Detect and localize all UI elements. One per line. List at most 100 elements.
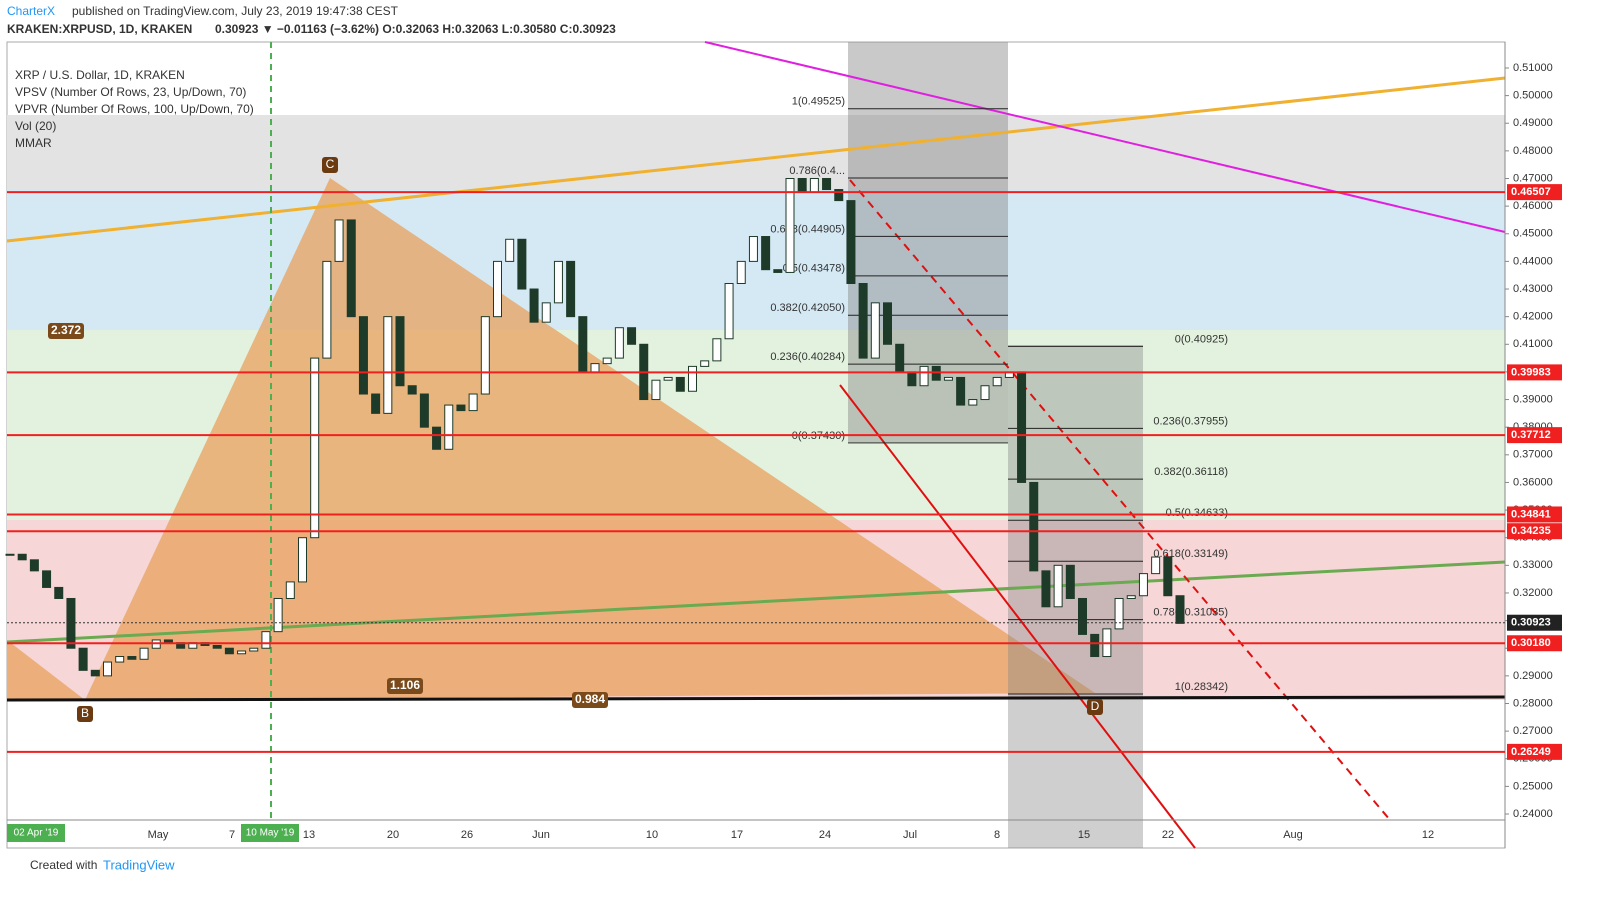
x-tick-label: Jul <box>903 829 917 841</box>
candle <box>493 260 502 318</box>
candle <box>5 553 15 556</box>
candle <box>590 363 600 373</box>
range-label: 02 Apr '19 <box>14 828 59 839</box>
candle <box>1017 371 1027 483</box>
candle <box>1126 595 1136 599</box>
legend-item: VPSV (Number Of Rows, 23, Up/Down, 70) <box>15 85 246 99</box>
candle <box>992 376 1002 387</box>
candle <box>1090 633 1100 658</box>
pattern-point-bg <box>77 706 93 722</box>
candle <box>432 426 442 450</box>
x-tick-label: Jun <box>532 829 550 841</box>
price-label-bg <box>1507 364 1562 381</box>
candle <box>127 656 137 660</box>
candle <box>834 189 844 202</box>
pattern-point: D <box>1091 699 1100 713</box>
pattern-point-bg <box>322 157 338 173</box>
candle <box>383 316 393 414</box>
fib-label: 0.382(0.36118) <box>1154 466 1228 478</box>
candle <box>1175 595 1185 624</box>
candle <box>468 393 478 412</box>
support-line <box>6 695 1506 702</box>
candle <box>1151 556 1161 575</box>
y-tick-label: 0.25000 <box>1513 780 1553 792</box>
candle <box>614 327 624 359</box>
symbol: KRAKEN:XRPUSD, 1D, KRAKEN <box>7 22 192 36</box>
candle <box>700 360 710 367</box>
candle <box>371 393 381 414</box>
candle <box>115 656 125 663</box>
candle <box>1138 573 1148 597</box>
candle <box>1053 564 1063 608</box>
candle <box>846 200 856 284</box>
candle <box>553 260 563 304</box>
x-tick-label: 7 <box>229 829 235 841</box>
candle <box>419 393 429 428</box>
candle <box>651 379 661 401</box>
label: 0.984 <box>575 692 605 706</box>
price-label: 0.46507 <box>1511 186 1551 198</box>
candle <box>761 236 771 271</box>
price-label-bg <box>1507 743 1562 760</box>
y-tick-label: 0.33000 <box>1513 559 1553 571</box>
y-tick-label: 0.37000 <box>1513 449 1553 461</box>
candle <box>66 597 76 649</box>
candle <box>822 177 832 191</box>
x-tick-label: May <box>148 829 169 841</box>
candle <box>1065 564 1075 599</box>
candle <box>1041 570 1051 608</box>
price-label: 0.34841 <box>1511 508 1551 520</box>
footer-brand: TradingView <box>103 857 175 872</box>
price-label: 0.30180 <box>1511 637 1551 649</box>
candle <box>103 661 112 677</box>
fib-label: 0.5(0.34633) <box>1166 507 1228 519</box>
candle <box>505 238 515 262</box>
label-bg <box>387 678 423 694</box>
candle <box>310 357 320 539</box>
candle <box>809 177 819 193</box>
pattern-point-bg <box>1087 699 1103 715</box>
price-label-bg <box>1507 506 1562 523</box>
y-tick-label: 0.41000 <box>1513 338 1553 350</box>
price-label-bg <box>1507 635 1562 652</box>
x-tick-label: 13 <box>303 829 315 841</box>
y-tick-label: 0.42000 <box>1513 311 1553 323</box>
price-label: 0.26249 <box>1511 746 1551 758</box>
x-tick-label: 10 <box>646 829 658 841</box>
y-tick-label: 0.48000 <box>1513 145 1553 157</box>
candle <box>919 365 929 387</box>
candle <box>858 282 868 359</box>
x-tick-label: 24 <box>819 829 831 841</box>
candle <box>956 376 966 406</box>
y-tick-label: 0.46000 <box>1513 200 1553 212</box>
legend-item: VPVR (Number Of Rows, 100, Up/Down, 70) <box>15 102 254 116</box>
candle <box>139 647 149 660</box>
candle <box>358 316 368 395</box>
candle <box>444 404 454 450</box>
zone <box>7 115 1505 190</box>
candle <box>346 219 356 318</box>
label-bg <box>48 323 84 339</box>
price-label: 0.37712 <box>1511 429 1551 441</box>
candle <box>541 302 551 323</box>
candle <box>273 597 283 633</box>
candle <box>748 236 758 262</box>
range-label-bg <box>241 824 299 842</box>
price-label-bg <box>1507 184 1562 201</box>
candle <box>663 376 673 381</box>
fib-label: 0(0.40925) <box>1175 333 1228 345</box>
candle <box>54 586 64 599</box>
candle <box>480 316 490 395</box>
candle <box>907 371 917 387</box>
x-tick-label: 26 <box>461 829 473 841</box>
y-tick-label: 0.28000 <box>1513 697 1553 709</box>
y-tick-label: 0.29000 <box>1513 670 1553 682</box>
y-tick-label: 0.43000 <box>1513 283 1553 295</box>
candle <box>688 365 697 392</box>
trendline <box>839 384 1196 849</box>
fib-label: 1(0.49525) <box>792 96 845 108</box>
candle <box>322 260 332 359</box>
candle <box>42 570 52 588</box>
candle <box>29 559 39 572</box>
